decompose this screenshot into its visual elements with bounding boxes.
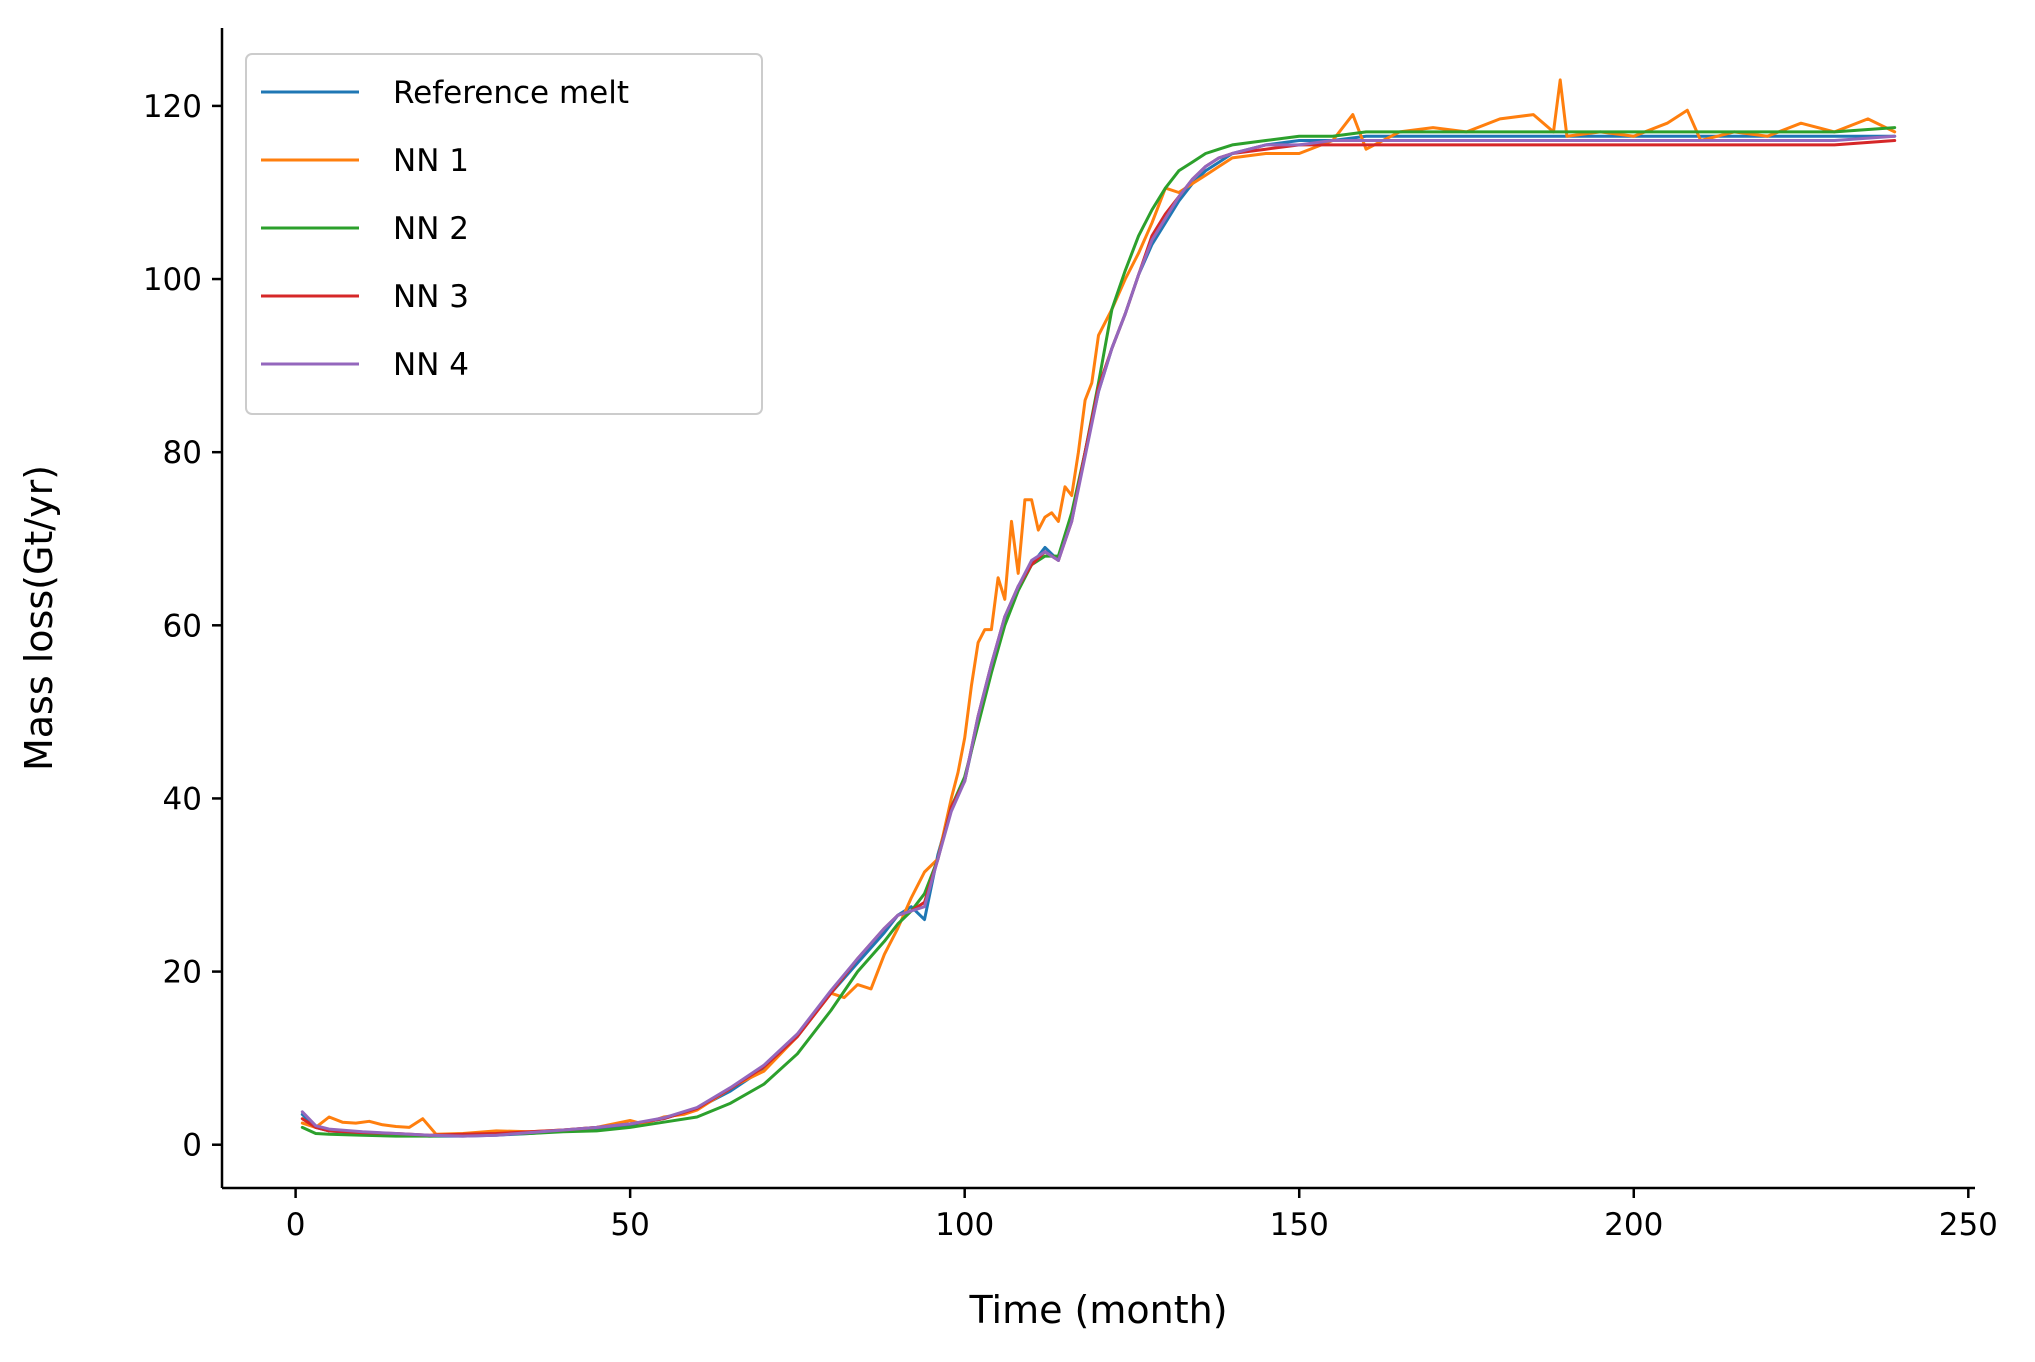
- y-tick-label: 60: [163, 608, 202, 644]
- y-tick-label: 40: [163, 781, 202, 817]
- legend-box: [245, 53, 763, 415]
- series-layer: [300, 78, 1897, 1138]
- legend-label: NN 1: [393, 143, 469, 179]
- y-tick-label: 0: [182, 1128, 202, 1164]
- x-tick-label: 0: [286, 1207, 306, 1243]
- legend-label: NN 2: [393, 211, 469, 247]
- y-ticks: 0 20 40 60 80 100 120: [143, 89, 222, 1164]
- legend-label: NN 4: [393, 347, 469, 383]
- legend-label: NN 3: [393, 279, 469, 315]
- y-tick-label: 20: [163, 955, 202, 991]
- legend-label: Reference melt: [393, 75, 629, 111]
- y-tick-label: 80: [163, 435, 202, 471]
- legend-items: Reference melt NN 1 NN 2 NN 3 NN 4: [261, 75, 629, 383]
- x-axis-title: Time (month): [968, 1288, 1227, 1332]
- y-tick-label: 120: [143, 89, 202, 125]
- x-tick-label: 100: [935, 1207, 994, 1243]
- y-tick-label: 100: [143, 262, 202, 298]
- y-axis-title: Mass loss(Gt/yr): [17, 465, 61, 771]
- series-line-3: [300, 126, 1897, 1138]
- x-tick-label: 150: [1270, 1207, 1329, 1243]
- x-tick-label: 200: [1604, 1207, 1663, 1243]
- legend: Reference melt NN 1 NN 2 NN 3 NN 4: [245, 53, 763, 415]
- x-tick-label: 50: [610, 1207, 649, 1243]
- x-tick-label: 250: [1939, 1207, 1998, 1243]
- x-ticks: 0 50 100 150 200 250: [286, 1188, 1998, 1243]
- series-line-5: [300, 134, 1897, 1138]
